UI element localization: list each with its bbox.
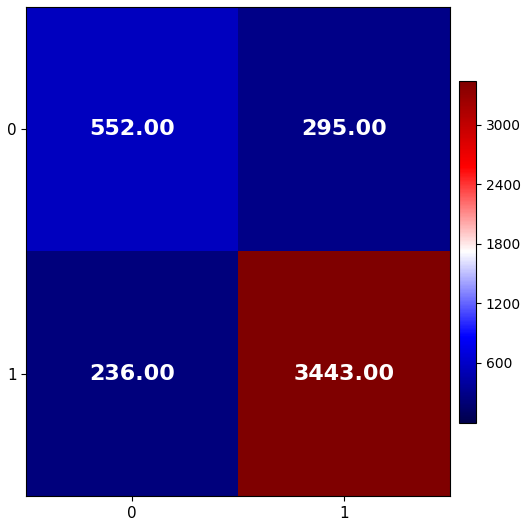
Text: 295.00: 295.00 bbox=[301, 119, 387, 139]
Text: 236.00: 236.00 bbox=[89, 364, 175, 384]
Text: 3443.00: 3443.00 bbox=[294, 364, 394, 384]
Text: 552.00: 552.00 bbox=[89, 119, 175, 139]
